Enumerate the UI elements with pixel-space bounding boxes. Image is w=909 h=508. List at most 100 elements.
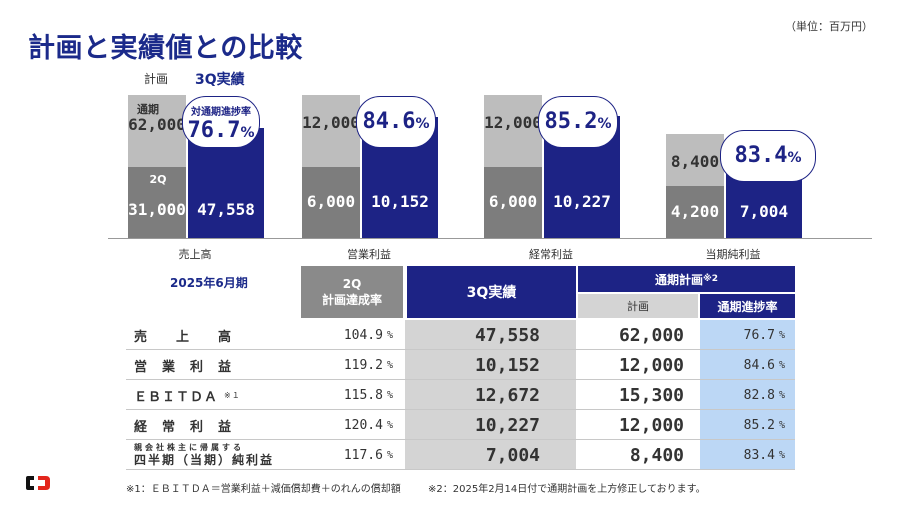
cell-3q-actual: 10,227 (405, 410, 576, 440)
header-3q-actual: 3Q実績 (407, 266, 576, 318)
percent-sign: % (386, 359, 393, 371)
cell-3q-actual-value: 7,004 (485, 444, 540, 466)
plan-full-year-bar (128, 95, 186, 167)
row-name-text: 営 業 利 益 (134, 359, 233, 375)
cell-full-year-plan-value: 62,000 (618, 324, 684, 346)
actual-3q-label: 10,152 (371, 192, 429, 212)
table-row: 売 上 高 104.9% 47,558 62,000 76.7% (126, 320, 795, 350)
chart-baseline (108, 238, 872, 239)
cell-progress-value: 83.4 (743, 447, 775, 463)
cell-2q-rate: 115.8% (299, 380, 403, 410)
progress-value: 84.6 (362, 109, 416, 134)
cell-2q-rate: 119.2% (299, 350, 403, 380)
cell-full-year-plan: 8,400 (578, 440, 698, 470)
cell-progress: 76.7% (700, 320, 795, 350)
table-row: 営 業 利 益 119.2% 10,152 12,000 84.6% (126, 350, 795, 380)
category-label: 当期純利益 (705, 248, 761, 261)
full-year-sublabel: 通期 (137, 103, 159, 116)
footnote-1: ※1：ＥＢＩＴＤＡ＝営業利益＋減価償却費＋のれんの償却額 (126, 484, 401, 495)
actual-3q-label: 47,558 (197, 200, 255, 220)
cell-progress-value: 85.2 (743, 417, 775, 433)
header-plan: 計画 (578, 294, 698, 318)
cell-progress: 83.4% (700, 440, 795, 470)
plan-full-year-bar (484, 95, 542, 167)
row-divider (126, 469, 795, 470)
plan-2q-label: 6,000 (488, 192, 538, 212)
row-name-line1: 親会社株主に帰属する (134, 443, 244, 452)
progress-bubble: 84.6% (356, 96, 436, 148)
header-2q-rate-line2: 計画達成率 (321, 292, 382, 307)
cell-2q-rate-value: 104.9 (343, 327, 383, 343)
row-divider (126, 409, 795, 410)
progress-caption: 対通期進捗率 (191, 107, 251, 118)
plan-full-year-label: 62,000 (128, 115, 186, 134)
progress-bubble: 85.2% (538, 96, 618, 148)
cell-2q-rate-value: 117.6 (343, 447, 383, 463)
header-full-year-plan: 通期計画 ※2 (578, 266, 795, 292)
unit-label: （単位：百万円） (785, 20, 873, 33)
cell-full-year-plan-value: 8,400 (629, 444, 684, 466)
cell-3q-actual-value: 47,558 (474, 324, 540, 346)
page-title: 計画と実績値との比較 (28, 33, 303, 64)
table-row: ＥＢＩＴＤＡ ※１ 115.8% 12,672 15,300 82.8% (126, 380, 795, 410)
cell-progress-value: 82.8 (743, 387, 775, 403)
percent-sign: % (778, 359, 785, 371)
percent-sign: % (240, 125, 255, 141)
logo-mark-icon (26, 476, 50, 490)
legend-plan: 計画 (144, 72, 169, 86)
percent-sign: % (386, 329, 393, 341)
cell-2q-rate: 120.4% (299, 410, 403, 440)
row-name-text: 売 上 高 (134, 329, 233, 345)
cell-progress: 82.8% (700, 380, 795, 410)
row-divider (126, 439, 795, 440)
progress-value: 83.4 (734, 143, 788, 168)
row-name: ＥＢＩＴＤＡ ※１ (126, 380, 299, 410)
category-label: 売上高 (178, 248, 212, 261)
cell-2q-rate-value: 115.8 (343, 387, 383, 403)
plan-2q-bar (302, 166, 360, 238)
row-name-note: ※１ (224, 390, 241, 400)
actual-3q-label: 7,004 (739, 202, 789, 221)
header-full-year-label: 通期計画 (654, 272, 703, 287)
plan-full-year-label: 8,400 (670, 152, 720, 171)
row-name: 経 常 利 益 (126, 410, 299, 440)
plan-2q-label: 4,200 (670, 202, 720, 221)
cell-full-year-plan: 12,000 (578, 350, 698, 380)
plan-2q-label: 31,000 (128, 200, 186, 220)
legend-actual: 3Q実績 (195, 72, 245, 88)
row-name: 売 上 高 (126, 320, 299, 350)
q2-sublabel: 2Q (149, 172, 167, 186)
cell-full-year-plan: 62,000 (578, 320, 698, 350)
cell-full-year-plan: 15,300 (578, 380, 698, 410)
percent-sign: % (778, 389, 785, 401)
cell-3q-actual-value: 10,152 (474, 354, 540, 376)
percent-sign: % (386, 449, 393, 461)
row-name: 営 業 利 益 (126, 350, 299, 380)
row-name-text: ＥＢＩＴＤＡ (134, 389, 219, 405)
percent-sign: % (778, 329, 785, 341)
cell-3q-actual: 47,558 (405, 320, 576, 350)
cell-2q-rate: 104.9% (299, 320, 403, 350)
cell-3q-actual-value: 12,672 (474, 384, 540, 406)
cell-progress: 84.6% (700, 350, 795, 380)
cell-full-year-plan: 12,000 (578, 410, 698, 440)
plan-full-year-label: 12,000 (302, 113, 360, 132)
category-label: 経常利益 (529, 248, 573, 261)
cell-3q-actual: 10,152 (405, 350, 576, 380)
progress-bubble: 対通期進捗率 76.7% (182, 96, 260, 148)
percent-sign: % (778, 449, 785, 461)
row-divider (126, 379, 795, 380)
cell-full-year-plan-value: 12,000 (618, 354, 684, 376)
cell-2q-rate: 117.6% (299, 440, 403, 470)
cell-full-year-plan-value: 15,300 (618, 384, 684, 406)
cell-2q-rate-value: 120.4 (343, 417, 383, 433)
actual-3q-label: 10,227 (553, 192, 611, 212)
row-divider (126, 349, 795, 350)
plan-full-year-bar (666, 134, 724, 186)
plan-2q-bar (484, 166, 542, 238)
plan-2q-bar (666, 186, 724, 238)
percent-sign: % (778, 419, 785, 431)
header-2q-rate-line1: 2Q (342, 276, 362, 291)
header-2q-rate: 2Q 計画達成率 (301, 266, 403, 318)
percent-sign: % (386, 389, 393, 401)
